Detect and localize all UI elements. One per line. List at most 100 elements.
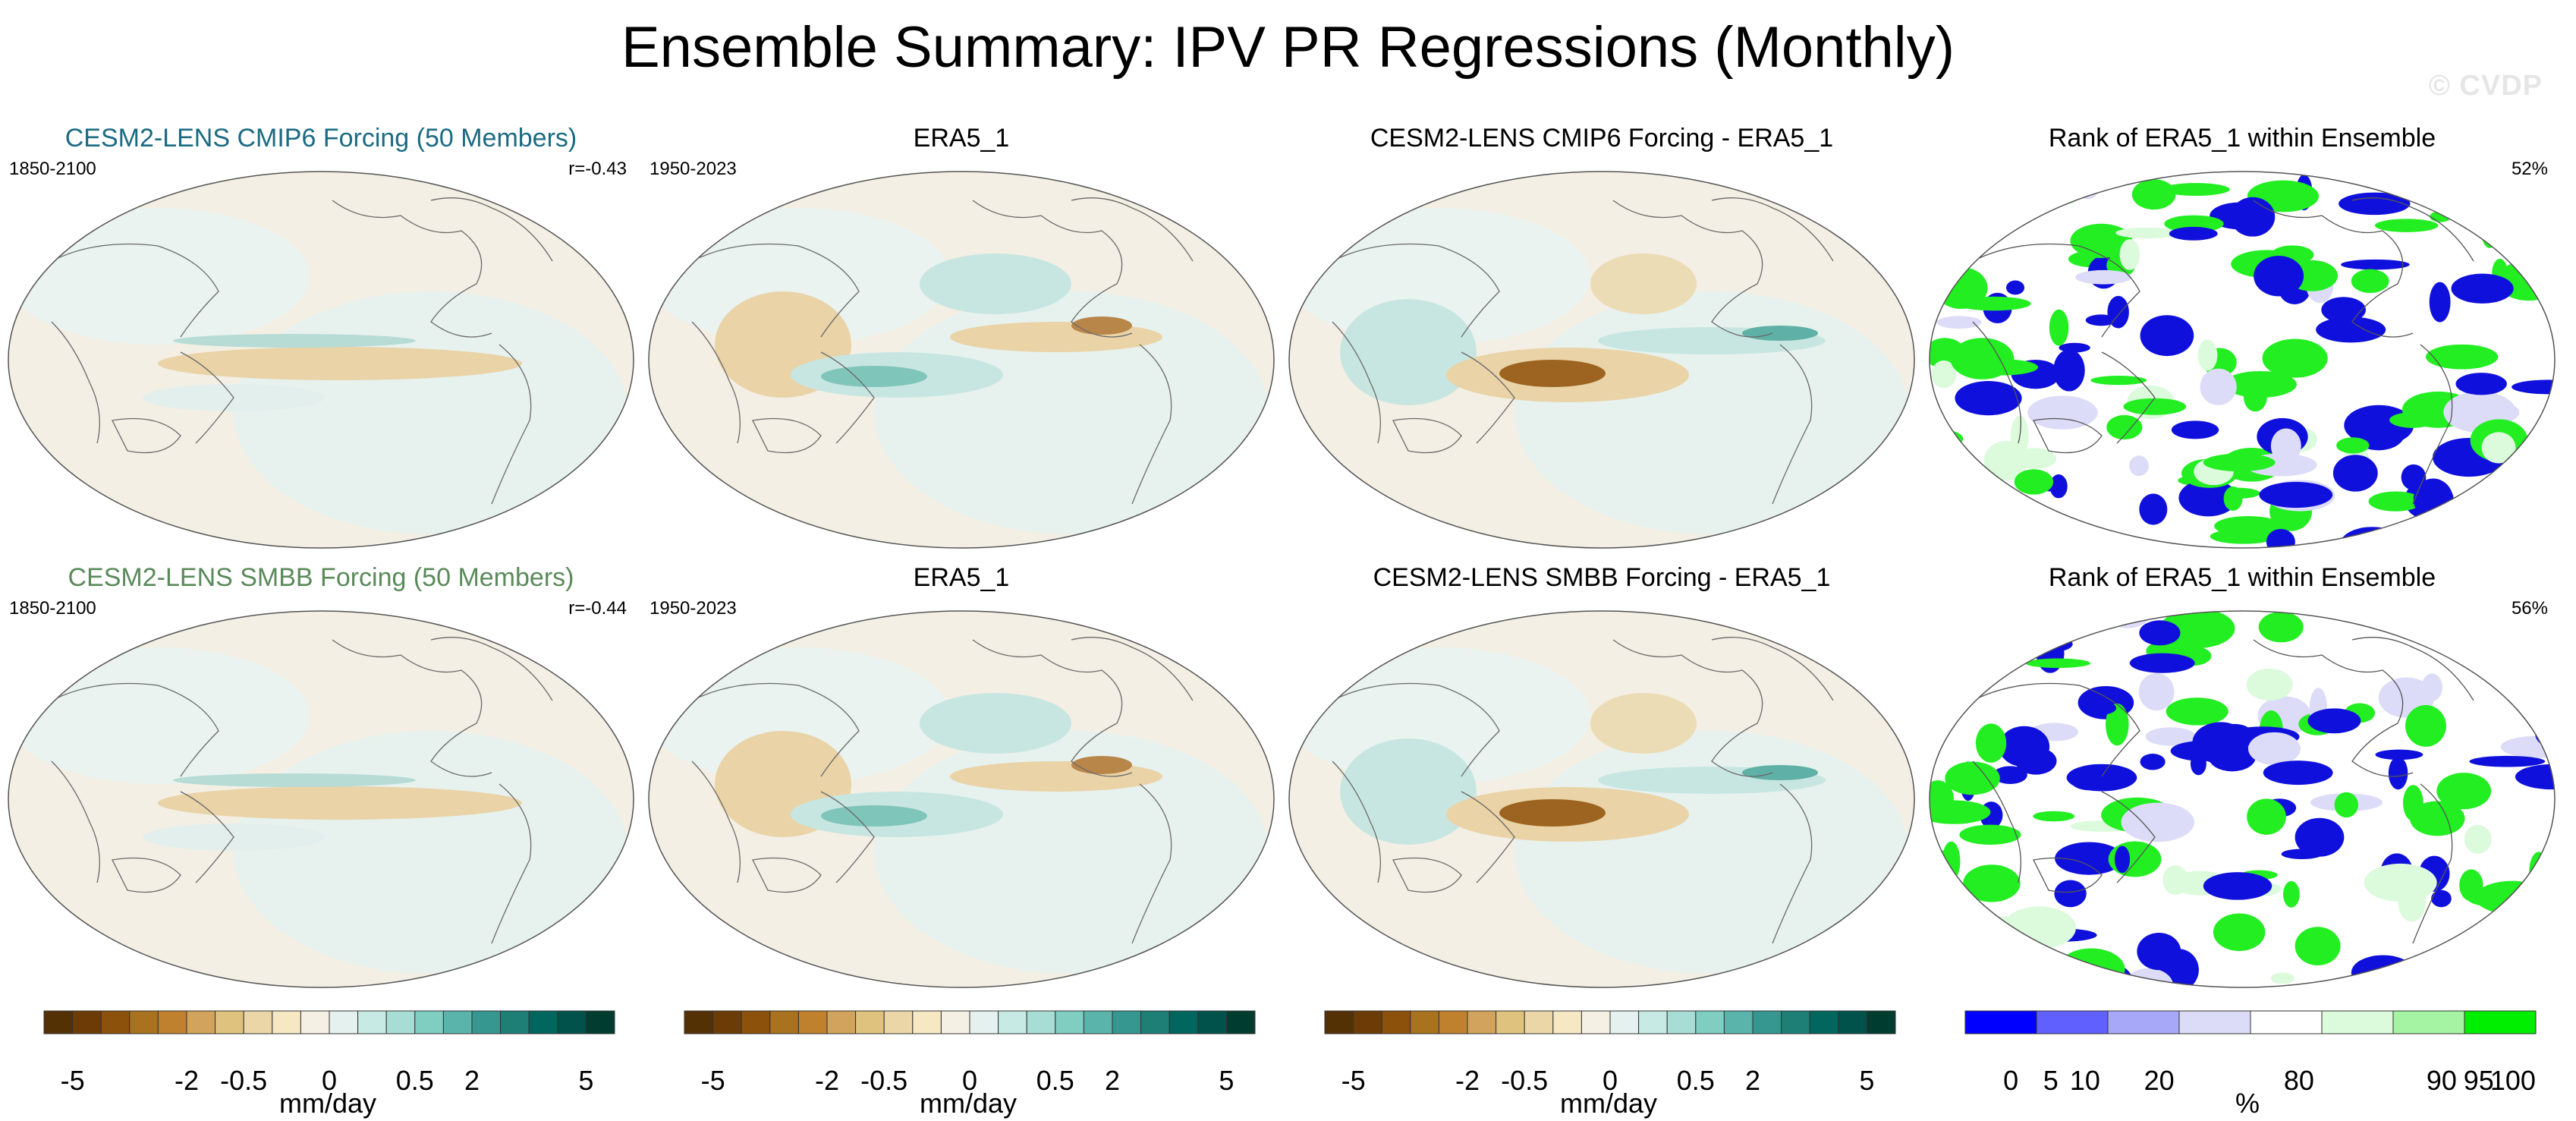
colorbar-swatch [1197,1010,1227,1034]
rank-cell [2015,747,2057,775]
colorbar-swatch [585,1010,615,1034]
map-border [1288,171,1915,549]
colorbar-swatch [741,1010,771,1034]
map-border [1288,610,1915,988]
rank-cell [2259,481,2333,509]
colorbar-swatch [1026,1010,1056,1034]
colorbar-tick-label: 0.5 [395,1065,434,1096]
rank-cell [2514,886,2555,915]
rank-cell [2466,186,2491,226]
rank-cell [2401,464,2427,490]
coastline [180,791,234,883]
panel-r1c2: ERA5_1 1950-2023 [646,123,1276,549]
rank-cell [2266,528,2295,548]
rank-cell [2334,792,2358,818]
colorbar-swatch [2250,1010,2323,1034]
map-field [8,172,634,548]
colorbar-swatches [1964,1010,2537,1034]
coastline [1972,760,2021,883]
rank-cell [2533,708,2555,737]
rank-cell [2426,344,2499,370]
colorbar-swatch [1438,1010,1468,1034]
coastline [51,321,100,444]
colorbar-tick-label: 0 [1602,1065,1618,1096]
colorbar-swatch [1353,1010,1382,1034]
rank-cell [2131,179,2176,210]
colorbar-swatch [1866,1010,1896,1034]
rank-cell [1993,766,2027,784]
colorbar-swatch [1324,1010,1354,1034]
field-blob [1590,253,1697,314]
coastline [1332,682,1500,777]
coastline [430,197,553,262]
rank-cell [2258,612,2304,643]
rank-cell [2038,971,2068,987]
colorbar-swatch [43,1010,74,1034]
rank-cell [2159,611,2235,648]
colorbar-swatch [1168,1010,1199,1034]
field-blob [158,347,522,380]
colorbar-4: % 0 5 10 20 80 90 95 100 [1964,1009,2540,1119]
map-border [8,171,634,549]
colorbar-swatch [357,1010,387,1034]
colorbar-swatch [100,1010,131,1034]
colorbar-swatch [385,1010,416,1034]
coastline [1772,783,1813,944]
coastline [1612,200,1773,338]
rank-cell [2451,273,2514,304]
rank-cell [2033,811,2075,822]
coastline [1332,760,1381,883]
colorbar-swatch [855,1010,885,1034]
panel-title: ERA5_1 [913,563,1010,592]
rank-cell [2449,611,2523,631]
rank-cell [2339,192,2411,216]
watermark: © CVDP [2428,70,2543,102]
field-blob [1340,299,1477,405]
coastline [1392,417,1462,454]
rank-cell [2119,239,2140,270]
rank-cell [2436,773,2492,810]
rank-cell [1934,266,1988,309]
field-blob [1742,326,1818,341]
colorbar-tick-label: 0 [961,1065,978,1096]
field-blob [649,208,950,345]
coastline [972,639,1133,777]
rank-cell [2464,824,2492,854]
map-border [1929,171,2556,549]
coastline [1612,639,1773,777]
rank-cell [2166,697,2228,726]
rank-cell [2057,948,2125,987]
colorbar-swatch [826,1010,857,1034]
rank-cell [2203,453,2276,472]
rank-cell [2145,727,2197,746]
rank-cell [1930,632,1966,656]
rank-cell [2037,636,2073,652]
colorbar-tick-label: 80 [2283,1065,2314,1096]
rank-cell [2374,219,2439,232]
field-blob [8,647,310,784]
field-blob [158,786,522,820]
rank-cell [1931,360,1957,389]
rank-cell [2203,872,2272,900]
coastline [51,243,219,338]
rank-cell [2106,414,2143,440]
colorbar-swatch [2392,1010,2465,1034]
coastline [2253,639,2414,777]
colorbar-tick-label: 0 [2003,1065,2019,1096]
rank-cell [1930,889,1967,913]
colorbar-swatch [129,1010,159,1034]
field-blob [920,253,1071,314]
coastline [2253,200,2414,338]
coastline [820,791,875,883]
colorbar-swatch [2107,1010,2180,1034]
map-r2c1 [8,610,634,988]
colorbar-swatches [1324,1010,1896,1034]
coastline [691,760,741,883]
colorbar-tick-label: 2 [1744,1065,1761,1096]
colorbar-swatch [1410,1010,1439,1034]
colorbar-tick-label: 100 [2490,1065,2536,1096]
rank-cell [2086,701,2117,715]
rank-cell [2455,499,2509,539]
field-blob [920,693,1071,754]
rank-cell [2246,668,2293,701]
